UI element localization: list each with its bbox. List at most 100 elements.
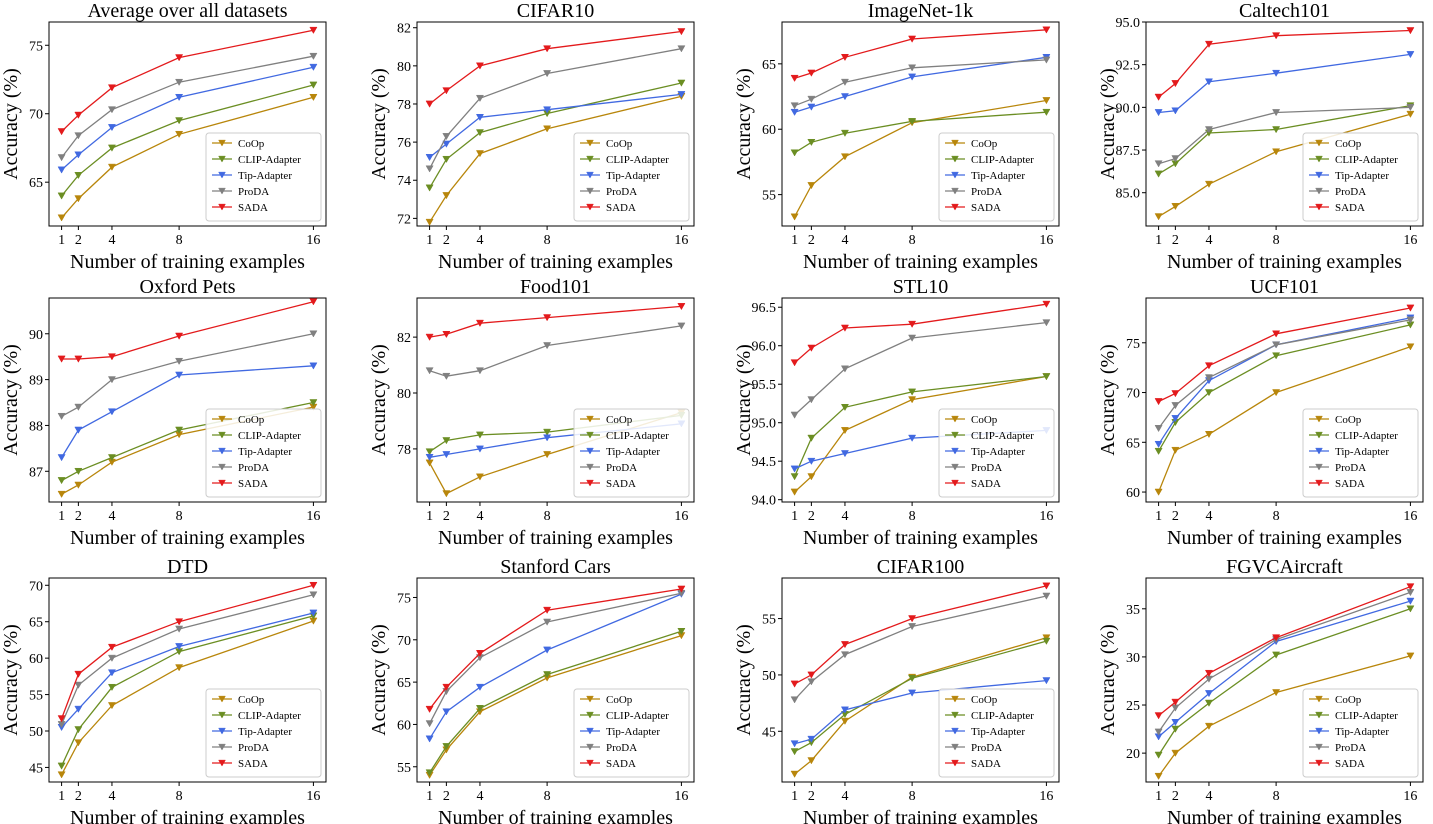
y-axis-label: Accuracy (%)	[733, 624, 755, 736]
legend-marker	[218, 759, 226, 767]
data-point-sada	[475, 62, 484, 70]
y-tick-label: 75	[29, 39, 43, 54]
data-point-coop	[543, 451, 552, 459]
data-point-tip-adapter	[107, 408, 116, 416]
x-tick-label: 16	[674, 233, 688, 248]
legend-entry: ProDA	[606, 186, 637, 198]
y-tick-label: 95.0	[1116, 16, 1141, 31]
legend-marker	[218, 431, 226, 439]
subplot-10: Stanford Cars 1 2 4 8 16 55 60 65 70 75 Number of t…	[368, 556, 695, 824]
data-point-proda	[807, 95, 816, 103]
data-point-sada	[1171, 698, 1180, 706]
legend-entry: ProDA	[238, 742, 269, 754]
legend-entry: Tip-Adapter	[971, 446, 1025, 458]
legend-entry: ProDA	[238, 186, 269, 198]
data-point-tip-adapter	[442, 140, 451, 148]
data-point-clip-adapter	[175, 426, 184, 434]
legend-entry: ProDA	[971, 462, 1002, 474]
x-tick-label: 16	[1403, 233, 1417, 248]
y-axis-label: Accuracy (%)	[1097, 68, 1119, 180]
chart-title: Stanford Cars	[500, 556, 611, 578]
y-tick-label: 95.0	[752, 417, 777, 432]
data-point-clip-adapter	[425, 184, 434, 192]
data-point-coop	[908, 396, 917, 404]
x-axis-label: Number of training examples	[70, 527, 305, 549]
x-tick-label: 16	[1403, 509, 1417, 524]
data-point-sada	[807, 671, 816, 679]
data-point-proda	[175, 625, 184, 633]
x-tick-label: 8	[909, 233, 916, 248]
data-point-tip-adapter	[1406, 51, 1415, 59]
series-line-sada	[429, 30, 682, 105]
y-tick-label: 55	[29, 689, 43, 704]
data-point-coop	[1154, 772, 1163, 780]
data-point-proda	[175, 357, 184, 366]
legend-entry: CLIP-Adapter	[971, 154, 1034, 166]
data-point-sada	[425, 333, 434, 341]
chart-title: DTD	[167, 556, 208, 578]
data-point-clip-adapter	[1204, 389, 1213, 397]
data-point-proda	[840, 78, 849, 86]
data-point-proda	[790, 411, 799, 419]
series-line-sada	[429, 305, 682, 338]
data-point-tip-adapter	[74, 705, 83, 713]
data-point-clip-adapter	[425, 769, 434, 777]
legend-marker	[951, 479, 959, 487]
data-point-coop	[1154, 213, 1163, 221]
data-point-sada	[1154, 93, 1163, 101]
data-point-proda	[1171, 402, 1180, 410]
legend-entry: SADA	[606, 202, 636, 214]
x-tick-label: 8	[909, 509, 916, 524]
legend-entry: CLIP-Adapter	[238, 430, 301, 442]
data-point-coop	[74, 195, 83, 203]
data-point-clip-adapter	[908, 118, 917, 126]
y-axis-label: Accuracy (%)	[368, 624, 390, 736]
x-tick-label: 4	[1205, 789, 1212, 804]
x-tick-label: 1	[58, 789, 65, 804]
subplot-1: Average over all datasets 1 2 4 8 16 65 70 75 Num…	[0, 0, 327, 273]
legend-marker	[951, 447, 959, 455]
data-point-coop	[1042, 97, 1051, 105]
data-point-proda	[790, 102, 799, 110]
y-tick-label: 25	[1126, 699, 1140, 714]
x-tick-label: 4	[841, 789, 848, 804]
subplot-9: DTD 1 2 4 8 16 45 50 55 60 65 70 Number of training …	[0, 556, 327, 824]
legend: CoOp CLIP-Adapter Tip-Adapter ProDA SADA	[573, 132, 690, 222]
data-point-sada	[57, 128, 66, 136]
legend-entry: Tip-Adapter	[971, 726, 1025, 738]
x-tick-label: 4	[841, 509, 848, 524]
plot-area-frame	[416, 297, 695, 503]
y-tick-label: 65	[29, 616, 43, 631]
legend-marker	[218, 171, 226, 179]
data-point-clip-adapter	[107, 144, 116, 152]
legend-marker	[586, 743, 594, 751]
legend-marker	[218, 415, 226, 423]
x-tick-label: 16	[1403, 789, 1417, 804]
legend-marker	[586, 711, 594, 719]
y-tick-label: 94.0	[752, 494, 777, 509]
data-point-coop	[790, 770, 799, 778]
data-point-sada	[74, 355, 83, 363]
data-point-clip-adapter	[1406, 605, 1415, 613]
y-tick-label: 65	[397, 676, 411, 691]
data-point-coop	[309, 93, 318, 102]
legend-marker	[951, 139, 959, 147]
data-point-clip-adapter	[107, 454, 116, 462]
y-tick-label: 50	[29, 725, 43, 740]
data-point-sada	[442, 331, 451, 339]
legend-entry: SADA	[1335, 758, 1365, 770]
data-point-sada	[908, 615, 917, 623]
data-point-clip-adapter	[543, 671, 552, 679]
data-point-proda	[74, 403, 83, 411]
x-tick-label: 4	[476, 233, 483, 248]
data-point-sada	[442, 683, 451, 691]
data-point-coop	[1272, 389, 1281, 397]
legend: CoOp CLIP-Adapter Tip-Adapter ProDA SADA	[573, 408, 690, 498]
x-tick-label: 4	[1205, 233, 1212, 248]
chart-title: Food101	[520, 276, 591, 298]
y-tick-label: 70	[1126, 387, 1140, 402]
x-tick-label: 4	[476, 509, 483, 524]
legend-marker	[218, 155, 226, 163]
legend-entry: SADA	[971, 478, 1001, 490]
